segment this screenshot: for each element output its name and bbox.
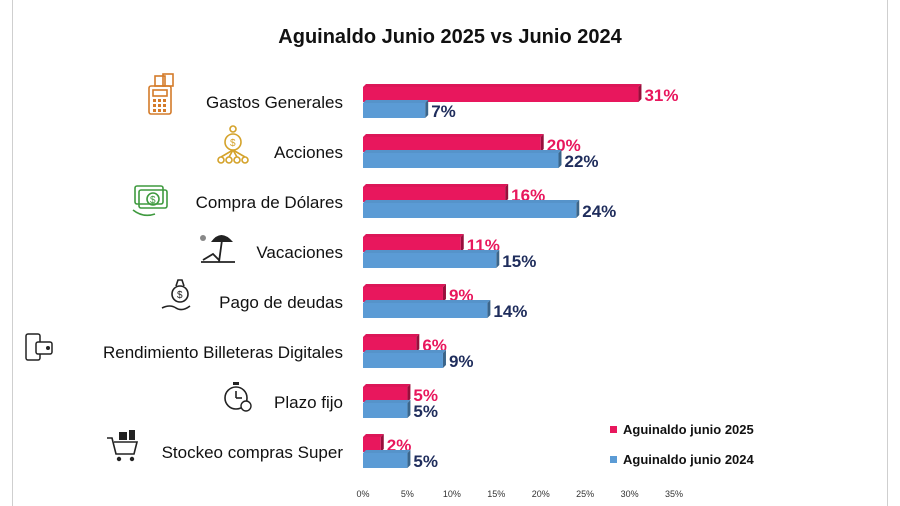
bar-2024-side xyxy=(487,300,491,318)
dollar-bills-icon: $ xyxy=(132,185,168,217)
shopping-cart-icon xyxy=(107,430,139,462)
bar-2025-top xyxy=(363,384,411,387)
legend-label-2024: Aguinaldo junio 2024 xyxy=(623,451,754,467)
bar-2024 xyxy=(363,303,488,318)
bar-2025-side xyxy=(442,284,446,302)
bar-2025 xyxy=(363,137,541,152)
legend-swatch-2025 xyxy=(610,425,617,433)
x-tick-label: 5% xyxy=(401,489,414,499)
investment-network-icon: $ xyxy=(217,125,249,164)
bar-2024-top xyxy=(363,350,446,353)
bar-2024 xyxy=(363,453,408,468)
bar-2024-side xyxy=(425,100,429,118)
bar-2024 xyxy=(363,253,497,268)
bar-2024-side xyxy=(558,150,562,168)
data-label-2024: 5% xyxy=(413,402,438,421)
svg-text:$: $ xyxy=(150,195,156,206)
bar-2025-side xyxy=(505,184,509,202)
chart-title: Aguinaldo Junio 2025 vs Junio 2024 xyxy=(278,26,622,48)
x-tick-label: 30% xyxy=(621,489,639,499)
legend-item-2024: Aguinaldo junio 2024 xyxy=(610,444,754,474)
bar-2025-side xyxy=(407,384,411,402)
x-tick-label: 20% xyxy=(532,489,550,499)
svg-text:$: $ xyxy=(177,290,183,301)
digital-wallet-icon xyxy=(25,333,53,361)
calculator-money-icon xyxy=(148,73,174,115)
bar-2025-top xyxy=(363,434,384,437)
bar-2025-top xyxy=(363,334,420,337)
data-label-2024: 24% xyxy=(582,202,616,221)
bar-2025 xyxy=(363,87,639,102)
category-label: Compra de Dólares xyxy=(196,193,343,212)
bar-2025-top xyxy=(363,134,544,137)
stopwatch-money-icon xyxy=(224,382,252,412)
bar-2024-top xyxy=(363,100,429,103)
category-label: Gastos Generales xyxy=(206,93,343,112)
bar-2025-top xyxy=(363,184,509,187)
legend: Aguinaldo junio 2025 Aguinaldo junio 202… xyxy=(610,414,754,474)
x-tick-label: 25% xyxy=(576,489,594,499)
bar-2025 xyxy=(363,287,443,302)
svg-text:$: $ xyxy=(230,138,236,149)
x-tick-label: 0% xyxy=(356,489,369,499)
x-tick-label: 10% xyxy=(443,489,461,499)
bar-2025-side xyxy=(380,434,384,452)
category-label: Rendimiento Billeteras Digitales xyxy=(103,343,343,362)
data-label-2024: 7% xyxy=(431,102,456,121)
bar-2024-side xyxy=(576,200,580,218)
beach-umbrella-icon xyxy=(200,235,235,263)
bar-2024 xyxy=(363,403,408,418)
bar-2024-top xyxy=(363,250,500,253)
bar-2024 xyxy=(363,103,426,118)
bar-2025-side xyxy=(416,334,420,352)
bar-2024 xyxy=(363,153,559,168)
bar-2025 xyxy=(363,237,461,252)
bar-2024-side xyxy=(407,450,411,468)
category-label: Plazo fijo xyxy=(274,393,343,412)
bar-2025 xyxy=(363,437,381,452)
bar-2025-side xyxy=(638,84,642,102)
legend-item-2025: Aguinaldo junio 2025 xyxy=(610,414,754,444)
bar-2024-top xyxy=(363,400,411,403)
bar-2025 xyxy=(363,187,506,202)
x-tick-label: 15% xyxy=(487,489,505,499)
category-label: Acciones xyxy=(274,143,343,162)
category-label: Pago de deudas xyxy=(219,293,343,312)
bar-2024 xyxy=(363,203,577,218)
data-label-2024: 15% xyxy=(502,252,536,271)
data-label-2024: 9% xyxy=(449,352,474,371)
bar-2024 xyxy=(363,353,443,368)
bar-2025 xyxy=(363,387,408,402)
category-label: Stockeo compras Super xyxy=(162,443,344,462)
data-label-2024: 22% xyxy=(564,152,598,171)
data-label-2024: 14% xyxy=(493,302,527,321)
bar-2024-top xyxy=(363,300,491,303)
bar-2024-top xyxy=(363,450,411,453)
bar-2025-top xyxy=(363,234,464,237)
legend-swatch-2024 xyxy=(610,455,617,463)
chart-frame xyxy=(12,0,888,506)
data-label-2025: 31% xyxy=(644,86,678,105)
x-tick-label: 35% xyxy=(665,489,683,499)
bar-2024-side xyxy=(407,400,411,418)
bar-2025 xyxy=(363,337,417,352)
bar-2024-top xyxy=(363,200,580,203)
data-label-2025: 5% xyxy=(413,386,438,405)
hand-money-bag-icon: $ xyxy=(161,279,191,311)
bar-2024-side xyxy=(496,250,500,268)
legend-label-2025: Aguinaldo junio 2025 xyxy=(623,421,754,437)
bar-2025-side xyxy=(540,134,544,152)
bar-2025-top xyxy=(363,284,446,287)
data-label-2024: 5% xyxy=(413,452,438,471)
bar-2025-side xyxy=(460,234,464,252)
category-label: Vacaciones xyxy=(256,243,343,262)
bar-2025-top xyxy=(363,84,642,87)
bar-2024-top xyxy=(363,150,562,153)
bar-2024-side xyxy=(442,350,446,368)
